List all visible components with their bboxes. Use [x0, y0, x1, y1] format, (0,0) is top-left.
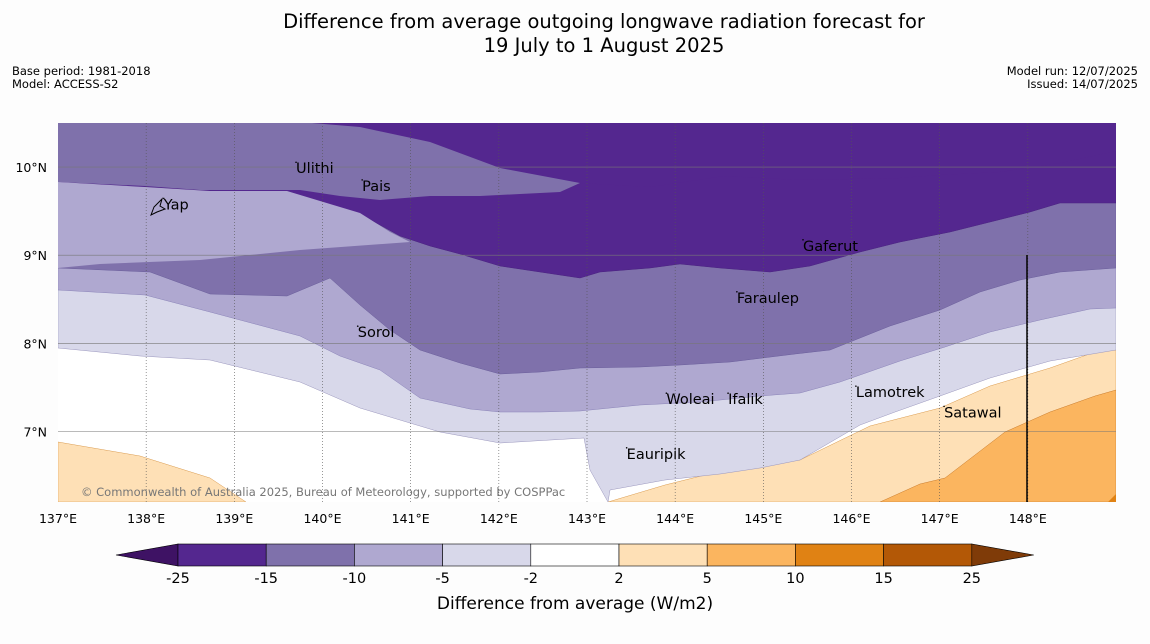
place-marker [802, 239, 804, 241]
place-label: Pais [362, 179, 391, 195]
title-line-1: Difference from average outgoing longwav… [283, 10, 925, 33]
colorbar-swatch [795, 543, 884, 567]
meta-right: Model run: 12/07/2025 Issued: 14/07/2025 [1007, 65, 1138, 91]
colorbar-swatch [883, 543, 973, 567]
copyright-text: © Commonwealth of Australia 2025, Bureau… [81, 485, 565, 499]
place-label: Yap [163, 197, 189, 213]
colorbar-swatch [354, 543, 443, 567]
lon-tick-label: 142°E [480, 511, 518, 526]
latitude-axis: 10°N 9°N 8°N 7°N [15, 160, 47, 439]
contour-fill-plus2-sw [58, 441, 247, 502]
colorbar: -25 -15 -10 -5 -2 2 5 10 15 25 [115, 543, 1034, 587]
model-run: Model run: 12/07/2025 [1006, 64, 1138, 78]
meta-left: Base period: 1981-2018 Model: ACCESS-S2 [12, 65, 151, 91]
colorbar-tick-label: 10 [786, 571, 804, 587]
place-label: Ifalik [728, 392, 763, 408]
place-label: Satawal [944, 405, 1001, 421]
colorbar-swatch [618, 543, 708, 567]
colorbar-swatch [442, 543, 532, 567]
lon-tick-label: 141°E [392, 511, 430, 526]
place-marker [736, 291, 738, 293]
lon-tick-label: 147°E [921, 511, 959, 526]
place-label: Sorol [358, 325, 395, 341]
place-label: Lamotrek [856, 385, 925, 401]
colorbar-tick-label: 5 [703, 571, 712, 587]
map-grid [58, 123, 1116, 502]
chart-title: Difference from average outgoing longwav… [0, 10, 1150, 58]
place-marker [943, 405, 945, 408]
place-labels: Yap Ulithi Pais Gaferut Faraulep Sorol Woleai I… [163, 161, 1002, 463]
lon-tick-label: 148°E [1009, 511, 1047, 526]
contour-fill-minus10-west [58, 123, 580, 200]
place-marker [361, 179, 363, 181]
place-label: Eauripik [627, 447, 686, 463]
lon-tick-label: 137°E [39, 511, 77, 526]
colorbar-tick-label: -5 [435, 571, 449, 587]
place-marker [855, 385, 857, 387]
colorbar-tick-label: -25 [166, 571, 190, 587]
title-line-2: 19 July to 1 August 2025 [483, 34, 725, 57]
model-name: Model: ACCESS-S2 [12, 77, 119, 91]
colorbar-swatch [177, 543, 267, 567]
lon-tick-label: 145°E [744, 511, 782, 526]
colorbar-extend-low [115, 543, 179, 567]
place-label: Woleai [666, 392, 714, 408]
place-marker [625, 447, 628, 449]
place-marker [356, 325, 359, 327]
lon-tick-label: 143°E [568, 511, 606, 526]
lat-tick-label: 10°N [15, 160, 47, 175]
colorbar-tick-label: -2 [524, 571, 538, 587]
place-label: Ulithi [296, 161, 334, 177]
issued-date: Issued: 14/07/2025 [1027, 77, 1138, 91]
colorbar-swatch [530, 543, 620, 567]
lon-tick-label: 138°E [127, 511, 165, 526]
lon-tick-label: 139°E [215, 511, 253, 526]
place-label: Gaferut [803, 239, 858, 255]
lon-tick-label: 146°E [832, 511, 870, 526]
lon-tick-label: 144°E [656, 511, 694, 526]
colorbar-tick-label: 2 [614, 571, 623, 587]
colorbar-title: Difference from average (W/m2) [436, 594, 714, 614]
lat-tick-label: 9°N [23, 248, 47, 263]
place-marker [665, 392, 668, 394]
place-marker [295, 161, 297, 164]
colorbar-tick-label: 15 [874, 571, 892, 587]
lon-tick-label: 140°E [303, 511, 341, 526]
colorbar-tick-label: -15 [254, 571, 278, 587]
lat-tick-label: 7°N [23, 424, 47, 439]
colorbar-swatch [706, 543, 796, 567]
colorbar-extend-high [971, 543, 1034, 567]
colorbar-swatch [265, 543, 355, 567]
place-label: Faraulep [737, 291, 799, 307]
contour-fill-plus10 [1108, 494, 1116, 502]
colorbar-tick-label: -10 [343, 571, 367, 587]
place-marker [727, 392, 729, 394]
yap-island-icon [150, 197, 167, 217]
longitude-axis: 137°E 138°E 139°E 140°E 141°E 142°E 143°E 144°E… [39, 511, 1047, 526]
colorbar-tick-label: 25 [963, 571, 981, 587]
base-period: Base period: 1981-2018 [12, 64, 151, 78]
lat-tick-label: 8°N [23, 336, 47, 351]
place-marker [163, 197, 165, 200]
